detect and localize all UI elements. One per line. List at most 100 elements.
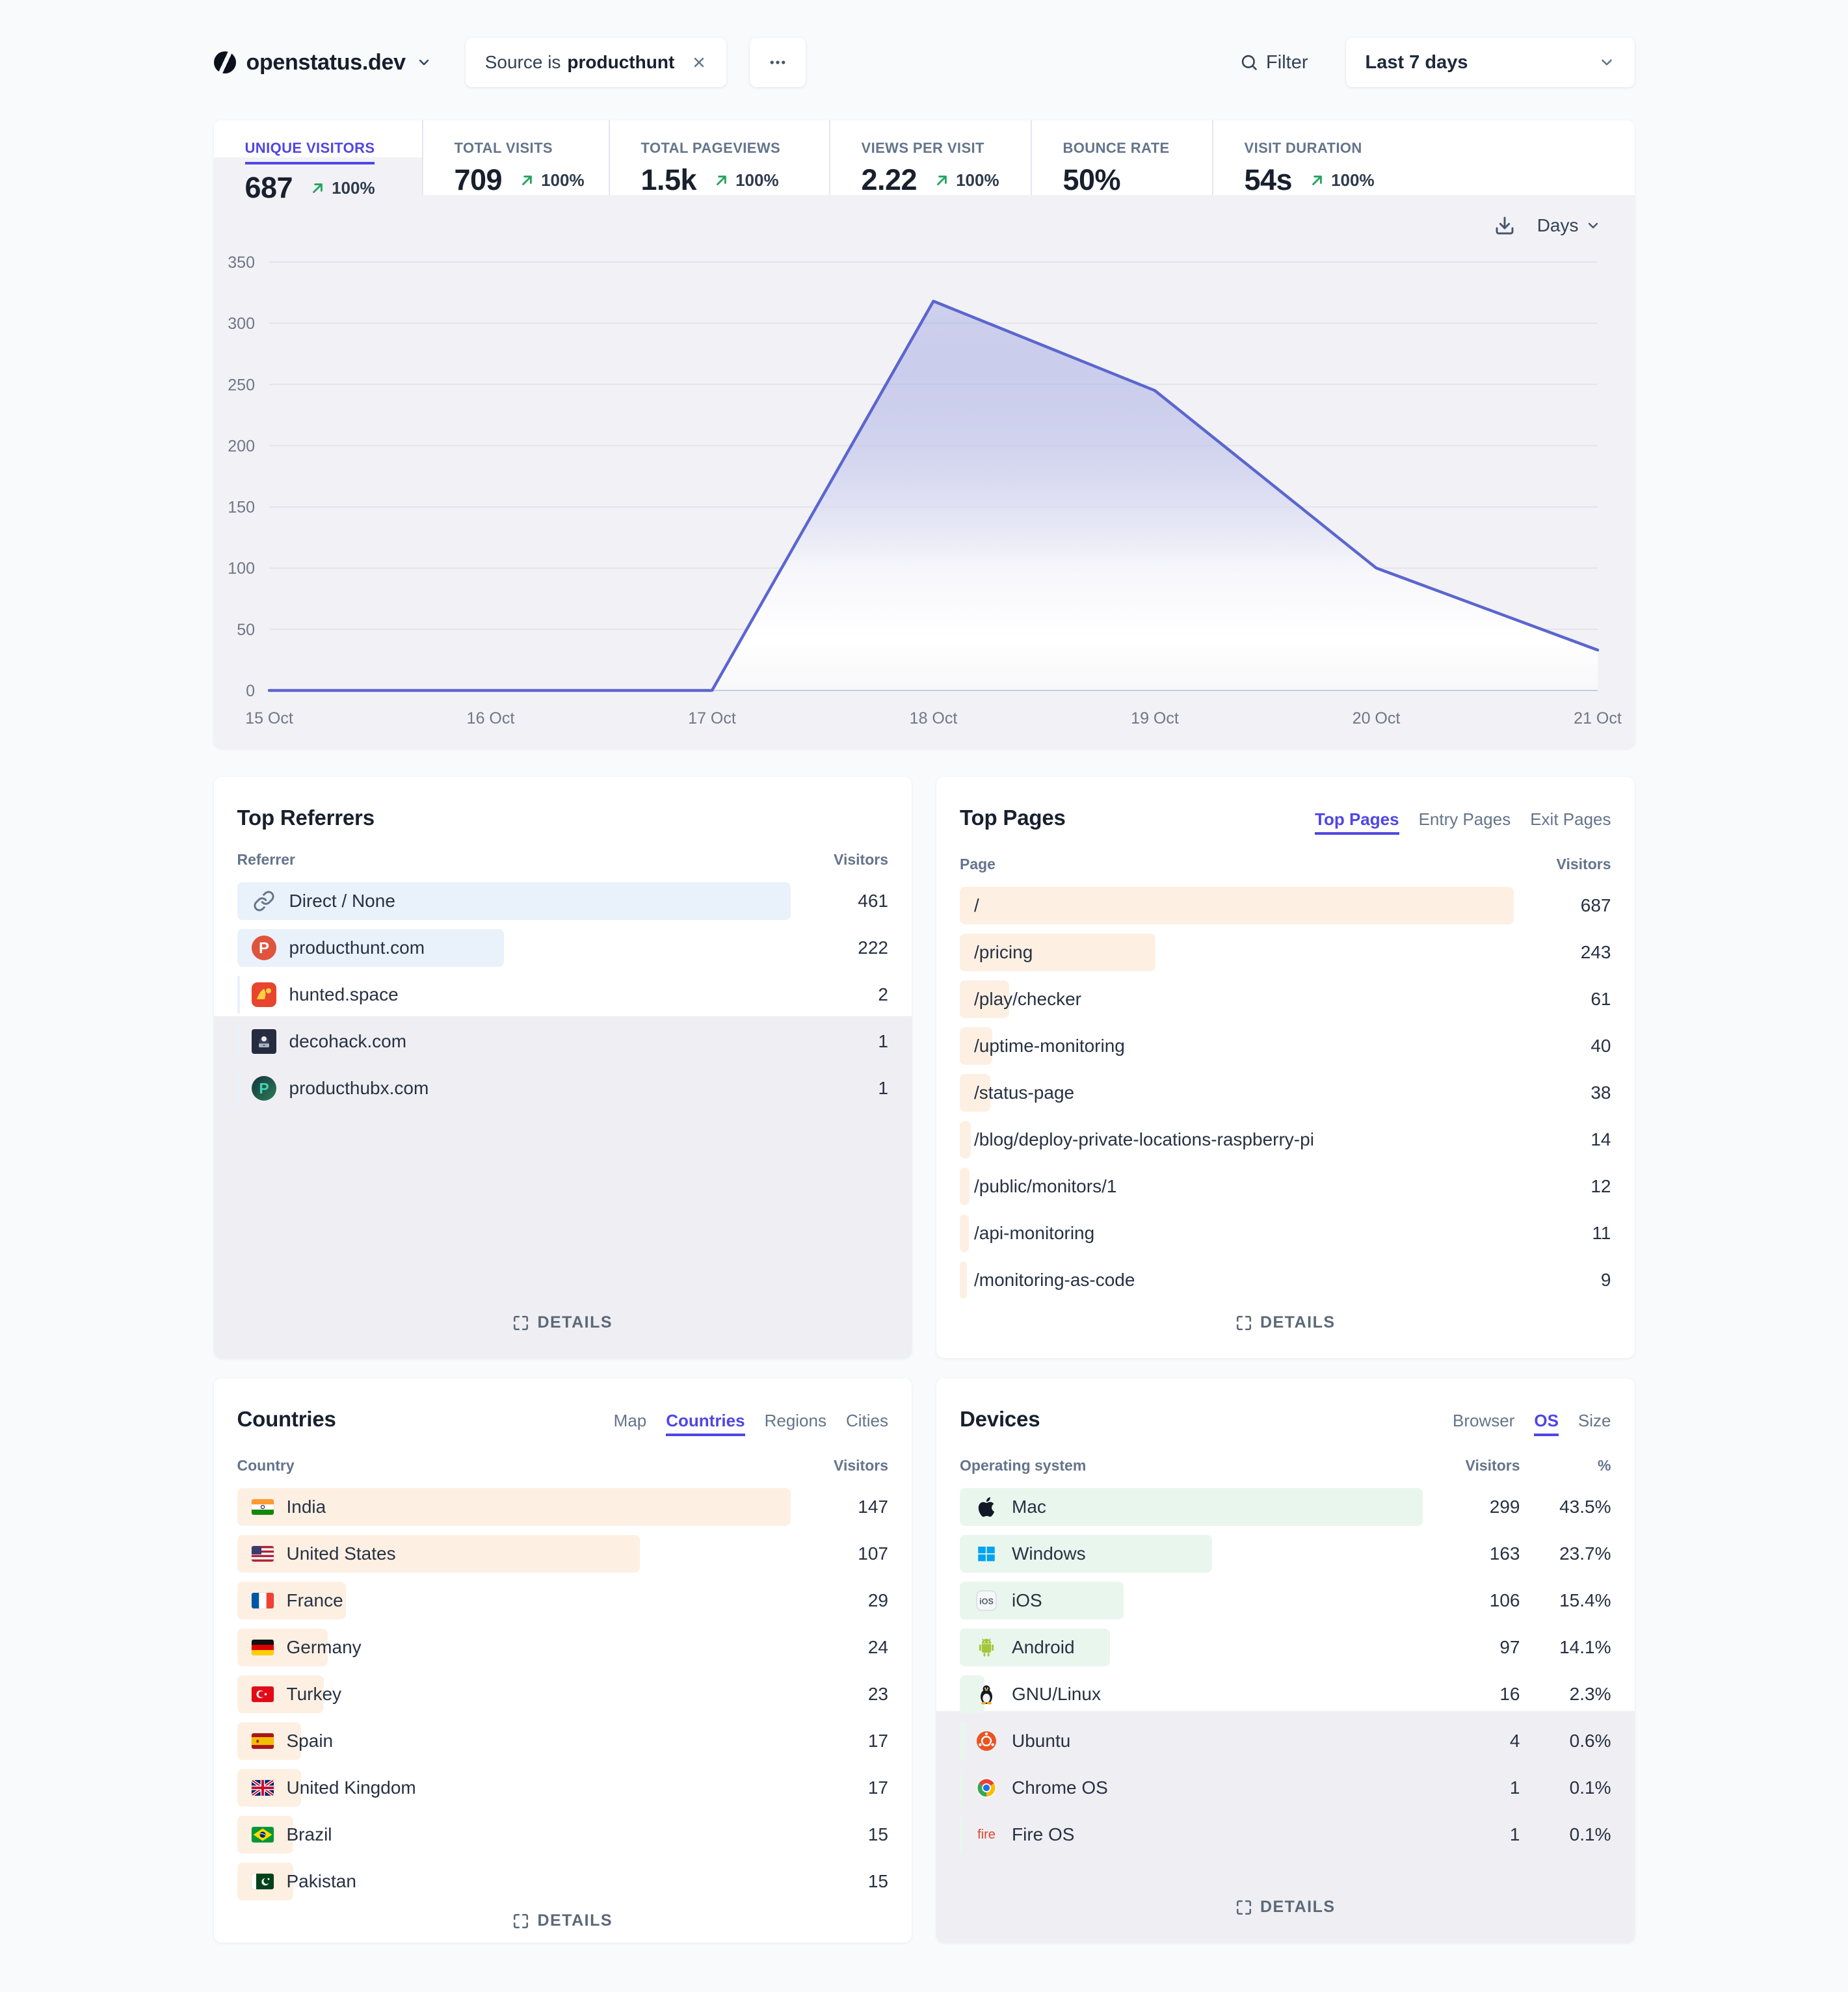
top-pages-row-api-monitoring[interactable]: /api-monitoring 11: [960, 1210, 1611, 1257]
flag-pakistan-icon: [251, 1874, 274, 1889]
arrow-up-right-icon: [713, 172, 730, 189]
value-bar: [960, 1722, 966, 1760]
row-label: United Kingdom: [286, 1777, 416, 1798]
row-label: hunted.space: [289, 984, 399, 1004]
row-label: Chrome OS: [1012, 1777, 1108, 1798]
value-bar: [237, 976, 240, 1014]
card-title: Devices: [960, 1407, 1040, 1431]
source-filter-chip[interactable]: Source is producthunt: [465, 38, 727, 87]
value-bar: [237, 1535, 640, 1573]
site-switcher[interactable]: openstatus.dev: [213, 50, 432, 75]
devices-row-android[interactable]: Android 97 14.1%: [960, 1624, 1611, 1671]
tab-regions[interactable]: Regions: [764, 1411, 826, 1430]
expand-icon: [512, 1315, 529, 1331]
details-button[interactable]: DETAILS: [1225, 1307, 1346, 1339]
row-visitors: 16: [1499, 1684, 1520, 1704]
top-pages-row-[interactable]: / 687: [960, 882, 1611, 929]
row-label: Spain: [286, 1731, 334, 1751]
row-visitors: 23: [867, 1684, 888, 1704]
row-visitors: 222: [858, 937, 888, 958]
svg-text:16 Oct: 16 Oct: [466, 709, 514, 727]
top-pages-row-monitoring-as-code[interactable]: /monitoring-as-code 9: [960, 1257, 1611, 1304]
devices-row-ios[interactable]: iOS iOS 106 15.4%: [960, 1577, 1611, 1624]
arrow-up-right-icon: [934, 172, 951, 189]
more-filters-button[interactable]: [750, 38, 806, 87]
download-icon[interactable]: [1494, 215, 1515, 236]
devices-row-windows[interactable]: Windows 163 23.7%: [960, 1530, 1611, 1577]
tab-cities[interactable]: Cities: [845, 1411, 888, 1430]
tab-map[interactable]: Map: [613, 1411, 647, 1430]
countries-row-united-states[interactable]: United States 107: [237, 1530, 888, 1577]
countries-row-india[interactable]: India 147: [237, 1484, 888, 1530]
row-label: Mac: [1012, 1497, 1046, 1517]
value-bar: [960, 1675, 985, 1713]
filter-button-label: Filter: [1266, 51, 1308, 73]
arrow-up-right-icon: [310, 179, 326, 196]
svg-text:250: 250: [228, 376, 255, 394]
tab-exit-pages[interactable]: Exit Pages: [1530, 809, 1611, 829]
countries-row-france[interactable]: France 29: [237, 1577, 888, 1624]
filter-button[interactable]: Filter: [1240, 52, 1308, 73]
details-button[interactable]: DETAILS: [502, 1307, 623, 1339]
top-referrers-row-decohack-com[interactable]: decohack.com 1: [237, 1018, 888, 1065]
devices-row-gnu-linux[interactable]: GNU/Linux 16 2.3%: [960, 1671, 1611, 1718]
tab-browser[interactable]: Browser: [1452, 1411, 1515, 1430]
card-title: Countries: [237, 1407, 336, 1431]
countries-row-spain[interactable]: Spain 17: [237, 1718, 888, 1764]
top-pages-row-public-monitors-1[interactable]: /public/monitors/1 12: [960, 1163, 1611, 1210]
svg-text:17 Oct: 17 Oct: [688, 709, 736, 727]
devices-row-mac[interactable]: Mac 299 43.5%: [960, 1484, 1611, 1530]
metric-tab-unique-visitors[interactable]: UNIQUE VISITORS 687 100%: [213, 120, 423, 204]
devices-row-fire-os[interactable]: fire Fire OS 1 0.1%: [960, 1811, 1611, 1858]
tab-countries[interactable]: Countries: [666, 1411, 745, 1436]
row-visitors: 61: [1591, 989, 1611, 1009]
metric-tab-views-per-visit[interactable]: VIEWS PER VISIT 2.22 100%: [830, 120, 1032, 196]
interval-select[interactable]: Days: [1537, 215, 1601, 236]
countries-row-turkey[interactable]: Turkey 23: [237, 1671, 888, 1718]
top-referrers-row-direct-none[interactable]: Direct / None 461: [237, 878, 888, 924]
countries-row-pakistan[interactable]: Pakistan 15: [237, 1858, 888, 1905]
metric-tab-visit-duration[interactable]: VISIT DURATION 54s 100%: [1213, 120, 1408, 196]
value-bar: [960, 1074, 991, 1112]
top-pages-row-status-page[interactable]: /status-page 38: [960, 1069, 1611, 1116]
top-pages-row-uptime-monitoring[interactable]: /uptime-monitoring 40: [960, 1023, 1611, 1069]
remove-filter-icon[interactable]: [691, 55, 707, 70]
row-label: /: [974, 895, 979, 915]
countries-row-germany[interactable]: Germany 24: [237, 1624, 888, 1671]
expand-icon: [1235, 1899, 1252, 1916]
top-pages-row-pricing[interactable]: /pricing 243: [960, 929, 1611, 976]
date-range-select[interactable]: Last 7 days: [1345, 38, 1635, 87]
details-button[interactable]: DETAILS: [502, 1905, 623, 1937]
countries-row-united-kingdom[interactable]: United Kingdom 17: [237, 1764, 888, 1811]
tab-top-pages[interactable]: Top Pages: [1315, 809, 1399, 835]
row-visitors: 29: [867, 1590, 888, 1610]
value-bar: [960, 1261, 968, 1299]
tab-os[interactable]: OS: [1534, 1411, 1559, 1436]
svg-text:18 Oct: 18 Oct: [909, 709, 957, 727]
tab-size[interactable]: Size: [1577, 1411, 1611, 1430]
producthubx-icon: P: [251, 1076, 276, 1101]
visitors-line-chart: 0 50 100 150 200 250 300 350 15 Oct 16 Oct 17 Oct 1…: [228, 254, 1622, 727]
row-visitors: 14: [1591, 1129, 1611, 1149]
row-visitors: 17: [867, 1777, 888, 1798]
devices-row-chrome-os[interactable]: Chrome OS 1 0.1%: [960, 1764, 1611, 1811]
countries-row-brazil[interactable]: Brazil 15: [237, 1811, 888, 1858]
value-bar: [960, 1488, 1423, 1526]
interval-value: Days: [1537, 215, 1579, 235]
value-bar: [237, 929, 504, 967]
metric-tab-total-visits[interactable]: TOTAL VISITS 709 100%: [423, 120, 610, 196]
card-title: Top Referrers: [237, 806, 375, 830]
top-pages-row-blog-deploy-private-locations-raspberry-pi[interactable]: /blog/deploy-private-locations-raspberry…: [960, 1116, 1611, 1163]
top-pages-row-play-checker[interactable]: /play/checker 61: [960, 976, 1611, 1023]
column-header: Visitors: [1465, 1457, 1520, 1474]
linux-icon: [974, 1682, 999, 1707]
details-button[interactable]: DETAILS: [1225, 1891, 1346, 1923]
top-referrers-row-hunted-space[interactable]: hunted.space 2: [237, 971, 888, 1018]
devices-row-ubuntu[interactable]: Ubuntu 4 0.6%: [960, 1718, 1611, 1764]
tab-entry-pages[interactable]: Entry Pages: [1418, 809, 1511, 829]
metric-tab-bounce-rate[interactable]: BOUNCE RATE 50%: [1032, 120, 1213, 196]
value-bar: [237, 882, 791, 920]
metric-tab-total-pageviews[interactable]: TOTAL PAGEVIEWS 1.5k 100%: [610, 120, 830, 196]
